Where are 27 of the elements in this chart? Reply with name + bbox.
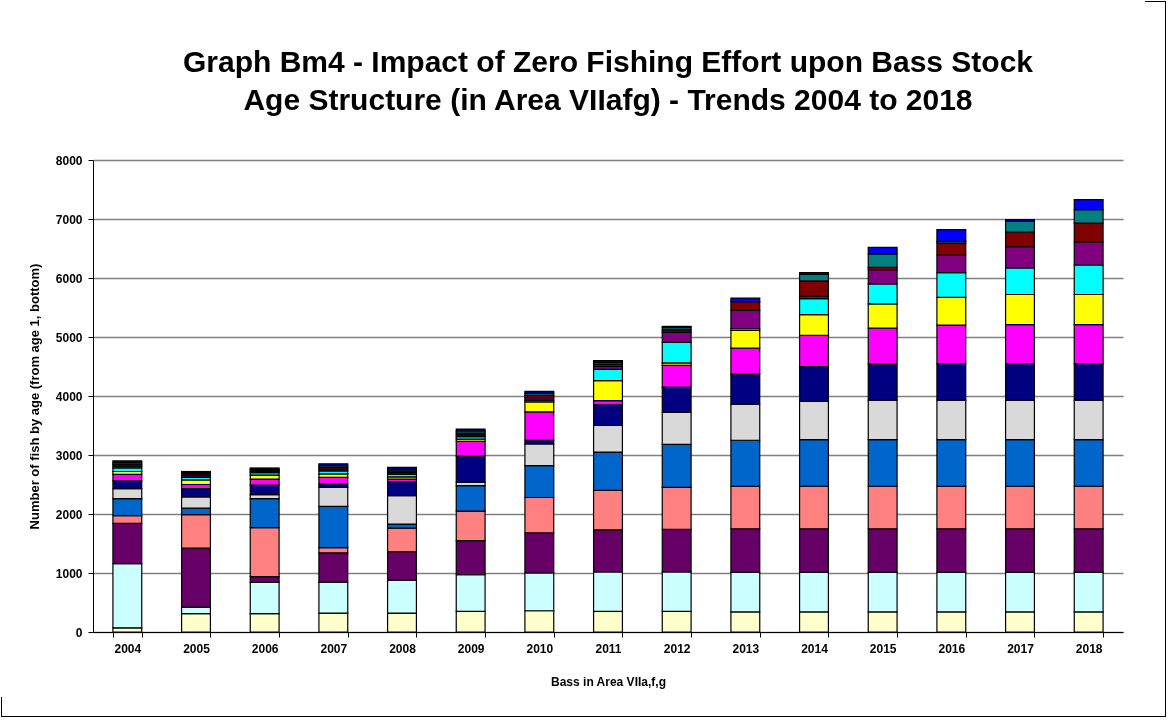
x-tick-label: 2005 — [183, 641, 211, 656]
y-tick-label: 1000 — [55, 566, 83, 581]
x-tick-label: 2012 — [663, 641, 691, 656]
y-tick-label: 0 — [75, 625, 83, 640]
x-tick-label: 2008 — [389, 641, 417, 656]
y-tick-label: 8000 — [55, 153, 83, 168]
y-tick-label: 5000 — [55, 330, 83, 345]
y-tick-label: 6000 — [55, 271, 83, 286]
chart-title: Graph Bm4 - Impact of Zero Fishing Effort upon Bass Stock Age Structure (in Area VIIafg) - Trends 2004 to 2018 — [182, 45, 1034, 116]
x-tick-label: 2016 — [938, 641, 966, 656]
x-tick-label: 2009 — [457, 641, 485, 656]
x-tick-label: 2007 — [320, 641, 348, 656]
x-tick-label: 2011 — [595, 641, 622, 656]
x-tick-label: 2017 — [1007, 641, 1035, 656]
y-tick-label: 4000 — [55, 389, 83, 404]
y-tick-label: 3000 — [55, 448, 83, 463]
x-tick-label: 2014 — [801, 641, 829, 656]
x-tick-label: 2018 — [1075, 641, 1103, 656]
x-tick-label: 2004 — [114, 641, 142, 656]
x-axis-title: Bass in Area VIIa,f,g — [551, 674, 666, 689]
x-tick-label: 2006 — [251, 641, 279, 656]
x-tick-label: 2013 — [732, 641, 760, 656]
x-tick-label: 2010 — [526, 641, 554, 656]
y-tick-label: 2000 — [55, 507, 83, 522]
y-axis-title: Number of fish by age (from age 1, bottom) — [26, 263, 42, 530]
x-tick-label: 2015 — [869, 641, 897, 656]
y-tick-label: 7000 — [55, 212, 83, 227]
